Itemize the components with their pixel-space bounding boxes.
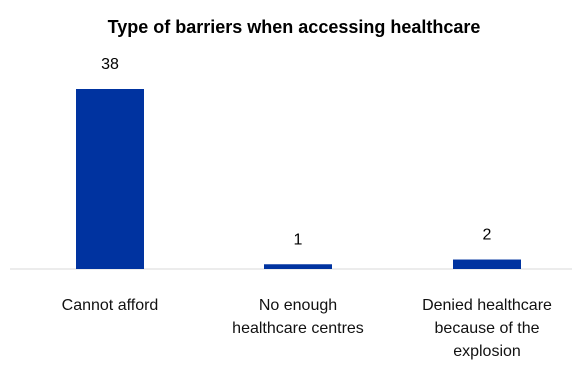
bar-2 — [453, 259, 521, 269]
value-label-1: 1 — [294, 231, 303, 248]
category-label-2: Denied healthcare because of the explosion — [422, 297, 552, 360]
value-label-0: 38 — [101, 56, 119, 73]
category-label-0: Cannot afford — [62, 297, 159, 314]
bar-1 — [264, 264, 332, 269]
category-label-1: No enough healthcare centres — [232, 297, 364, 337]
value-label-2: 2 — [483, 227, 492, 244]
bar-0 — [76, 89, 144, 269]
chart-title: Type of barriers when accessing healthca… — [108, 17, 481, 37]
bars-layer: 38 Cannot afford 1 No enough healthcare cent… — [62, 56, 552, 360]
